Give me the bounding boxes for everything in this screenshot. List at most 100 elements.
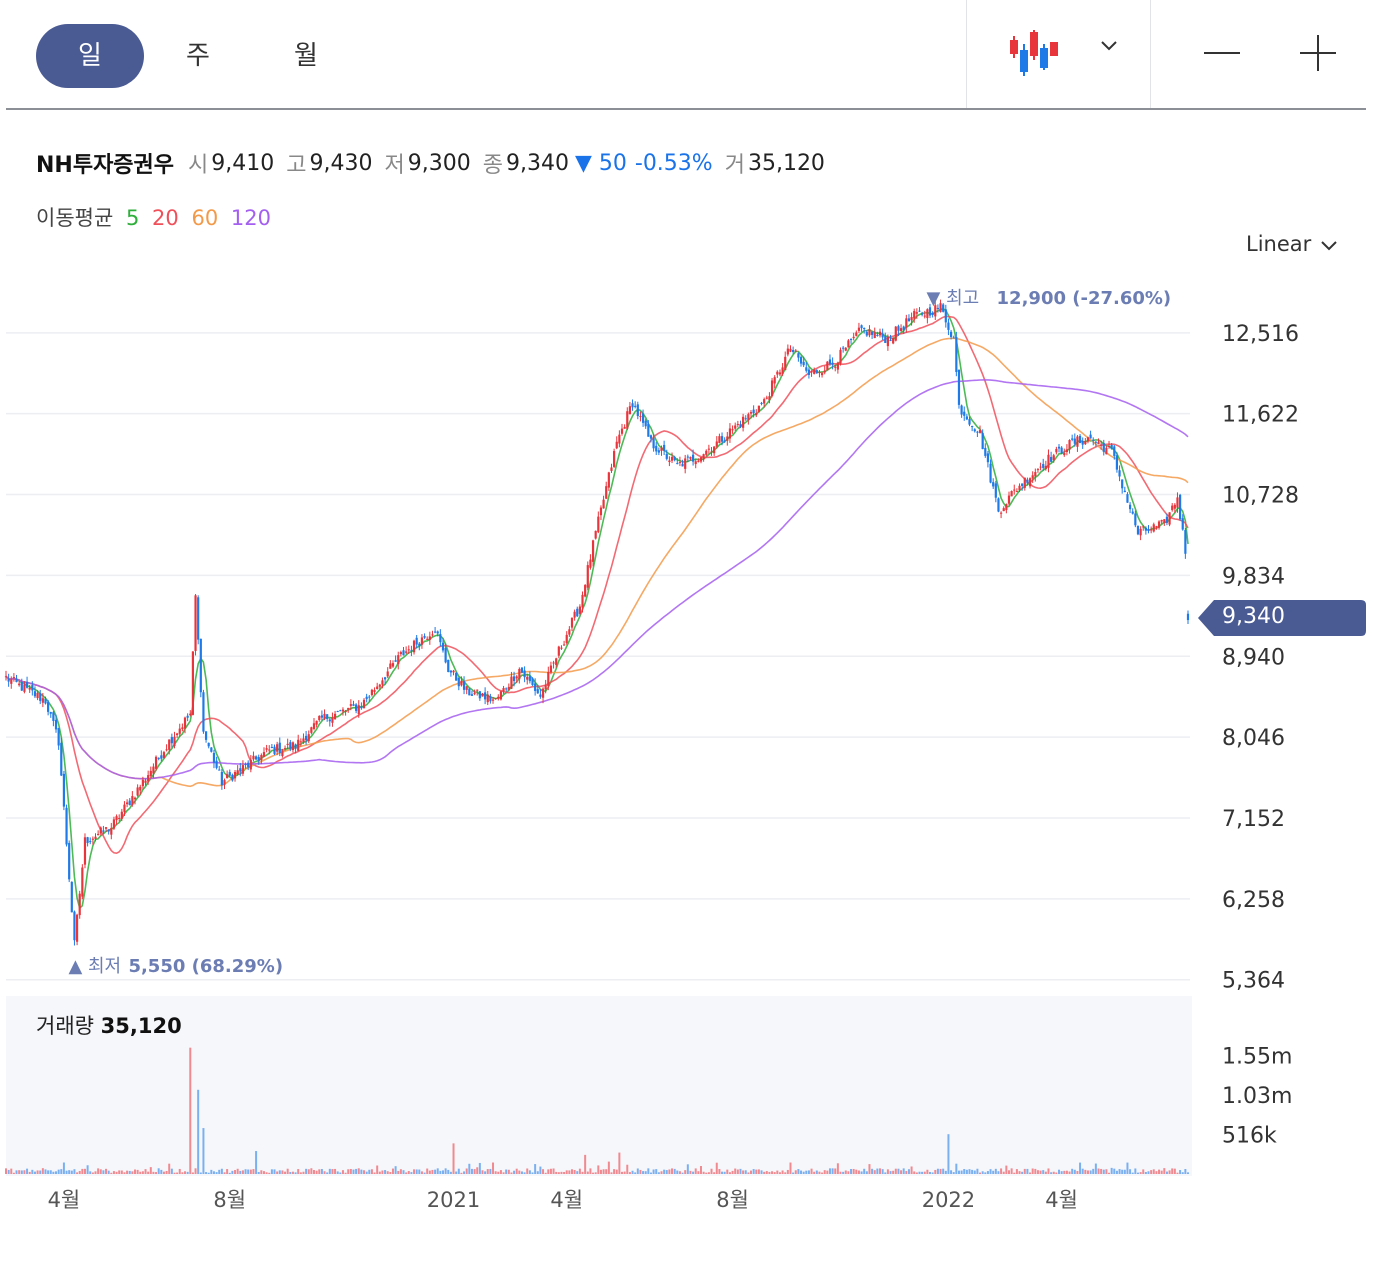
volume-bar: [728, 1172, 731, 1174]
open-label: 시: [188, 153, 209, 178]
volume-bar: [855, 1169, 858, 1174]
candle-body: [1165, 516, 1169, 523]
period-tab-month[interactable]: 월: [294, 41, 318, 71]
candle-body: [713, 446, 716, 454]
candle-body: [523, 670, 526, 678]
candle-body: [778, 372, 782, 375]
volume-bar: [534, 1164, 537, 1174]
candle-body: [381, 680, 384, 685]
volume-bar: [349, 1168, 352, 1174]
candle-body: [581, 594, 584, 608]
candle-body: [589, 559, 592, 568]
scale-select[interactable]: Linear: [1246, 232, 1340, 256]
candle-body: [826, 361, 829, 371]
period-tab-week[interactable]: 주: [186, 41, 210, 71]
candle-body: [165, 749, 168, 751]
candle-body: [510, 676, 513, 689]
volume-bar: [76, 1172, 79, 1174]
volume-bar: [212, 1171, 215, 1174]
volume-bar: [892, 1170, 895, 1174]
volume-bar: [391, 1168, 394, 1174]
volume-bar: [755, 1169, 758, 1174]
volume-bar: [215, 1172, 218, 1174]
volume-bar: [1081, 1168, 1084, 1174]
volume-bar: [226, 1169, 229, 1174]
candle-body: [281, 750, 284, 757]
volume-bar: [1023, 1168, 1026, 1174]
candle-body: [128, 800, 131, 806]
candle-body: [149, 770, 152, 777]
candle-body: [773, 377, 776, 384]
change-percent: -0.53%: [634, 150, 713, 176]
volume-bar: [513, 1170, 516, 1174]
toolbar-divider: [966, 0, 967, 108]
chart-type-button[interactable]: [996, 24, 1136, 84]
volume-bar: [418, 1169, 421, 1174]
volume-bar: [786, 1169, 789, 1174]
candle-body: [1039, 466, 1042, 468]
volume-bar: [723, 1171, 726, 1174]
candle-body: [181, 727, 184, 729]
volume-bar: [1144, 1172, 1147, 1174]
volume-bar: [505, 1169, 508, 1174]
volume-bar: [207, 1172, 210, 1174]
minus-icon: [1204, 52, 1240, 54]
candle-body: [4, 676, 8, 678]
volume-bar: [944, 1170, 947, 1174]
volume-bar: [894, 1168, 897, 1174]
volume-bar: [968, 1169, 971, 1174]
candle-body: [291, 742, 295, 751]
volume-bar: [605, 1169, 608, 1174]
volume-bar: [792, 1172, 795, 1174]
volume-bar: [376, 1165, 379, 1174]
zoom-in-button[interactable]: [1298, 24, 1338, 84]
candle-body: [1092, 439, 1095, 441]
candle-body: [599, 507, 603, 516]
candle-body: [518, 668, 521, 680]
candle-body: [852, 336, 855, 339]
candle-body: [97, 833, 100, 836]
volume-bar: [655, 1169, 658, 1174]
candle-body: [905, 318, 908, 328]
scale-label: Linear: [1246, 232, 1312, 256]
volume-bar: [807, 1170, 810, 1174]
volume-bar: [91, 1172, 94, 1174]
volume-bar: [310, 1168, 313, 1174]
candle-body: [715, 441, 718, 447]
volume-bar: [1034, 1168, 1037, 1174]
candle-body: [1013, 489, 1016, 491]
price-tick-label: 8,046: [1222, 726, 1285, 751]
candle-body: [370, 689, 374, 696]
volume-bar: [1165, 1171, 1168, 1174]
candle-body: [139, 786, 142, 791]
volume-bar: [473, 1169, 476, 1174]
candle-body: [831, 362, 834, 365]
volume-bar: [1002, 1171, 1005, 1174]
volume-bar: [105, 1168, 108, 1174]
candle-body: [1110, 445, 1113, 450]
period-tab-day[interactable]: 일: [36, 24, 144, 88]
volume-bar: [141, 1171, 144, 1174]
candle-body: [323, 713, 326, 719]
open-value: 9,410: [211, 150, 275, 176]
zoom-out-button[interactable]: [1202, 24, 1242, 84]
volume-bar: [618, 1152, 621, 1174]
candle-body: [455, 672, 458, 681]
candle-body: [249, 759, 252, 770]
candle-body: [1047, 454, 1050, 468]
volume-bar: [671, 1168, 674, 1174]
volume-bar: [660, 1171, 663, 1174]
volume-bar: [971, 1169, 974, 1174]
volume-bar: [1071, 1168, 1074, 1174]
candle-body: [512, 676, 516, 682]
volume-bar: [33, 1171, 36, 1174]
volume-bar: [852, 1168, 855, 1174]
candle-body: [678, 462, 682, 464]
candle-body: [623, 426, 626, 429]
candle-body: [997, 498, 1000, 512]
candle-body: [257, 756, 260, 761]
candle-body: [1028, 478, 1032, 487]
candle-body: [718, 436, 721, 443]
volume-bar: [1065, 1170, 1068, 1174]
